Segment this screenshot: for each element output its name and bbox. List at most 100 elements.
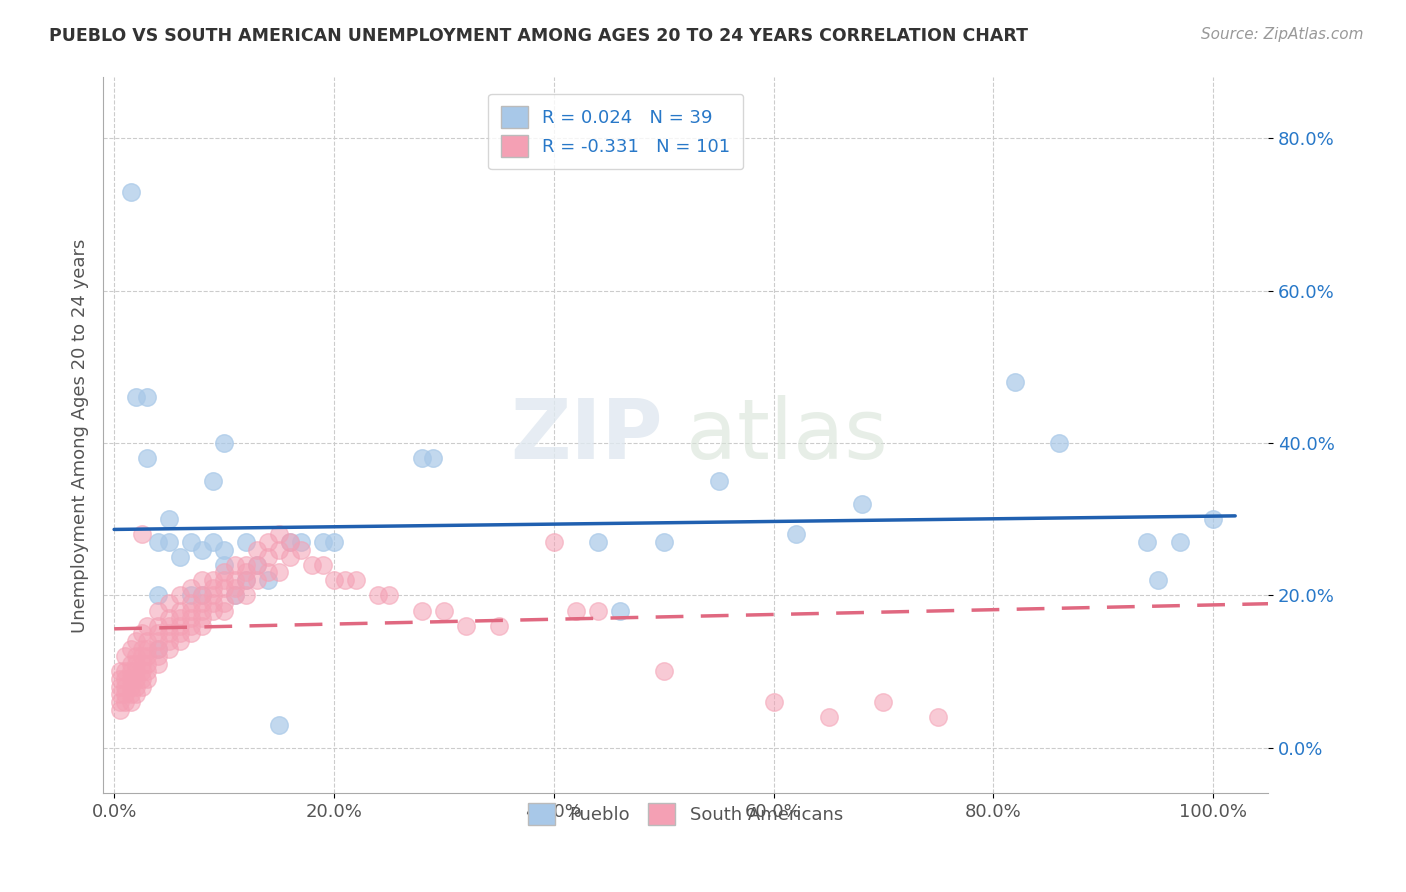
Point bbox=[454, 619, 477, 633]
Point bbox=[224, 588, 246, 602]
Point bbox=[586, 603, 609, 617]
Point bbox=[1202, 512, 1225, 526]
Point bbox=[146, 641, 169, 656]
Point bbox=[762, 695, 785, 709]
Point bbox=[125, 390, 148, 404]
Point bbox=[224, 581, 246, 595]
Point bbox=[267, 527, 290, 541]
Point bbox=[202, 596, 225, 610]
Y-axis label: Unemployment Among Ages 20 to 24 years: Unemployment Among Ages 20 to 24 years bbox=[72, 238, 89, 632]
Point bbox=[136, 665, 159, 679]
Point bbox=[180, 535, 202, 549]
Point bbox=[120, 687, 142, 701]
Point bbox=[169, 626, 191, 640]
Point bbox=[411, 603, 433, 617]
Point bbox=[180, 603, 202, 617]
Point bbox=[246, 558, 269, 572]
Point bbox=[169, 634, 191, 648]
Point bbox=[191, 603, 214, 617]
Point bbox=[125, 649, 148, 664]
Point bbox=[157, 535, 180, 549]
Point bbox=[108, 680, 131, 694]
Point bbox=[1004, 375, 1026, 389]
Point bbox=[202, 603, 225, 617]
Point bbox=[146, 641, 169, 656]
Point bbox=[235, 573, 257, 587]
Point bbox=[157, 626, 180, 640]
Point bbox=[872, 695, 894, 709]
Point bbox=[131, 649, 153, 664]
Point bbox=[257, 566, 280, 580]
Point bbox=[191, 619, 214, 633]
Point bbox=[257, 573, 280, 587]
Point bbox=[191, 596, 214, 610]
Point bbox=[120, 665, 142, 679]
Point bbox=[212, 573, 235, 587]
Point bbox=[257, 535, 280, 549]
Point bbox=[146, 626, 169, 640]
Point bbox=[191, 611, 214, 625]
Point bbox=[146, 649, 169, 664]
Point bbox=[120, 695, 142, 709]
Point bbox=[246, 542, 269, 557]
Point bbox=[114, 665, 136, 679]
Legend: Pueblo, South Americans: Pueblo, South Americans bbox=[519, 795, 852, 834]
Point bbox=[488, 619, 510, 633]
Point bbox=[180, 596, 202, 610]
Point bbox=[125, 680, 148, 694]
Point bbox=[246, 573, 269, 587]
Point bbox=[543, 535, 565, 549]
Point bbox=[114, 649, 136, 664]
Point bbox=[131, 657, 153, 671]
Point bbox=[120, 680, 142, 694]
Text: atlas: atlas bbox=[686, 395, 887, 476]
Point bbox=[1047, 436, 1070, 450]
Point bbox=[146, 634, 169, 648]
Point bbox=[278, 535, 301, 549]
Point bbox=[235, 558, 257, 572]
Point bbox=[202, 535, 225, 549]
Point bbox=[180, 626, 202, 640]
Point bbox=[157, 611, 180, 625]
Point bbox=[367, 588, 389, 602]
Point bbox=[157, 634, 180, 648]
Point bbox=[120, 657, 142, 671]
Point bbox=[131, 641, 153, 656]
Point bbox=[212, 542, 235, 557]
Point bbox=[131, 665, 153, 679]
Point bbox=[586, 535, 609, 549]
Point bbox=[927, 710, 949, 724]
Point bbox=[146, 657, 169, 671]
Point bbox=[1147, 573, 1170, 587]
Point bbox=[323, 573, 346, 587]
Point bbox=[191, 542, 214, 557]
Point bbox=[114, 672, 136, 686]
Point bbox=[108, 672, 131, 686]
Point bbox=[564, 603, 586, 617]
Point bbox=[125, 687, 148, 701]
Point bbox=[120, 641, 142, 656]
Point bbox=[212, 603, 235, 617]
Point bbox=[125, 672, 148, 686]
Point bbox=[851, 497, 873, 511]
Point bbox=[785, 527, 807, 541]
Point bbox=[136, 672, 159, 686]
Point bbox=[411, 451, 433, 466]
Point bbox=[114, 695, 136, 709]
Point bbox=[114, 687, 136, 701]
Point bbox=[344, 573, 367, 587]
Point bbox=[202, 474, 225, 488]
Point bbox=[120, 672, 142, 686]
Text: Source: ZipAtlas.com: Source: ZipAtlas.com bbox=[1201, 27, 1364, 42]
Point bbox=[212, 558, 235, 572]
Point bbox=[108, 702, 131, 716]
Point bbox=[180, 588, 202, 602]
Point bbox=[169, 603, 191, 617]
Point bbox=[120, 185, 142, 199]
Point bbox=[108, 687, 131, 701]
Point bbox=[108, 695, 131, 709]
Point bbox=[146, 603, 169, 617]
Point bbox=[378, 588, 401, 602]
Point bbox=[180, 581, 202, 595]
Point bbox=[312, 535, 335, 549]
